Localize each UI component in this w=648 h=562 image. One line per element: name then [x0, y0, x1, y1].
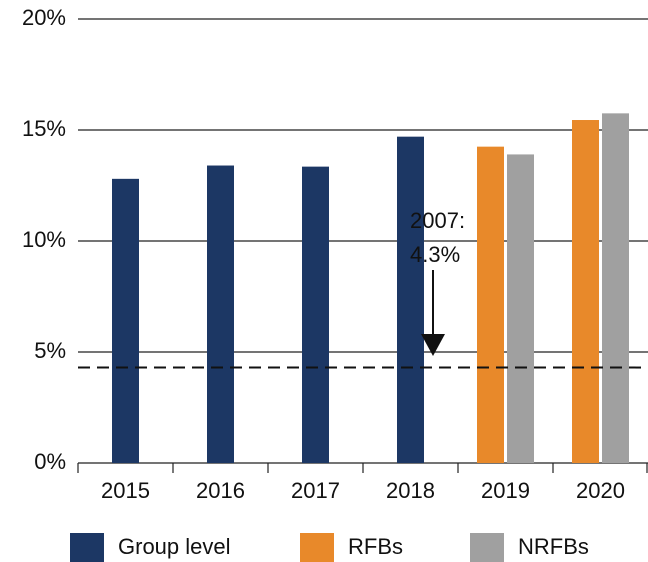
x-tick-label: 2019	[481, 478, 530, 503]
bar	[572, 120, 599, 463]
x-tick-label: 2018	[386, 478, 435, 503]
x-tick-label: 2016	[196, 478, 245, 503]
legend-label: RFBs	[348, 534, 403, 559]
y-tick-label: 5%	[34, 338, 66, 363]
bar	[397, 136, 424, 463]
legend-swatch	[300, 533, 334, 562]
legend-label: Group level	[118, 534, 231, 559]
x-tick-label: 2015	[101, 478, 150, 503]
y-tick-label: 15%	[22, 116, 66, 141]
bar	[112, 178, 139, 463]
bar	[302, 166, 329, 463]
legend-label: NRFBs	[518, 534, 589, 559]
bar	[507, 154, 534, 464]
annotation: 4.3%	[410, 242, 460, 267]
bar	[477, 146, 504, 463]
bar	[602, 113, 629, 463]
legend-swatch	[470, 533, 504, 562]
x-tick-label: 2020	[576, 478, 625, 503]
bar	[207, 165, 234, 463]
y-tick-label: 10%	[22, 227, 66, 252]
annotation: 2007:	[410, 208, 465, 233]
y-tick-label: 20%	[22, 5, 66, 30]
x-tick-label: 2017	[291, 478, 340, 503]
legend-swatch	[70, 533, 104, 562]
annotation-arrowhead	[421, 334, 445, 356]
y-tick-label: 0%	[34, 449, 66, 474]
